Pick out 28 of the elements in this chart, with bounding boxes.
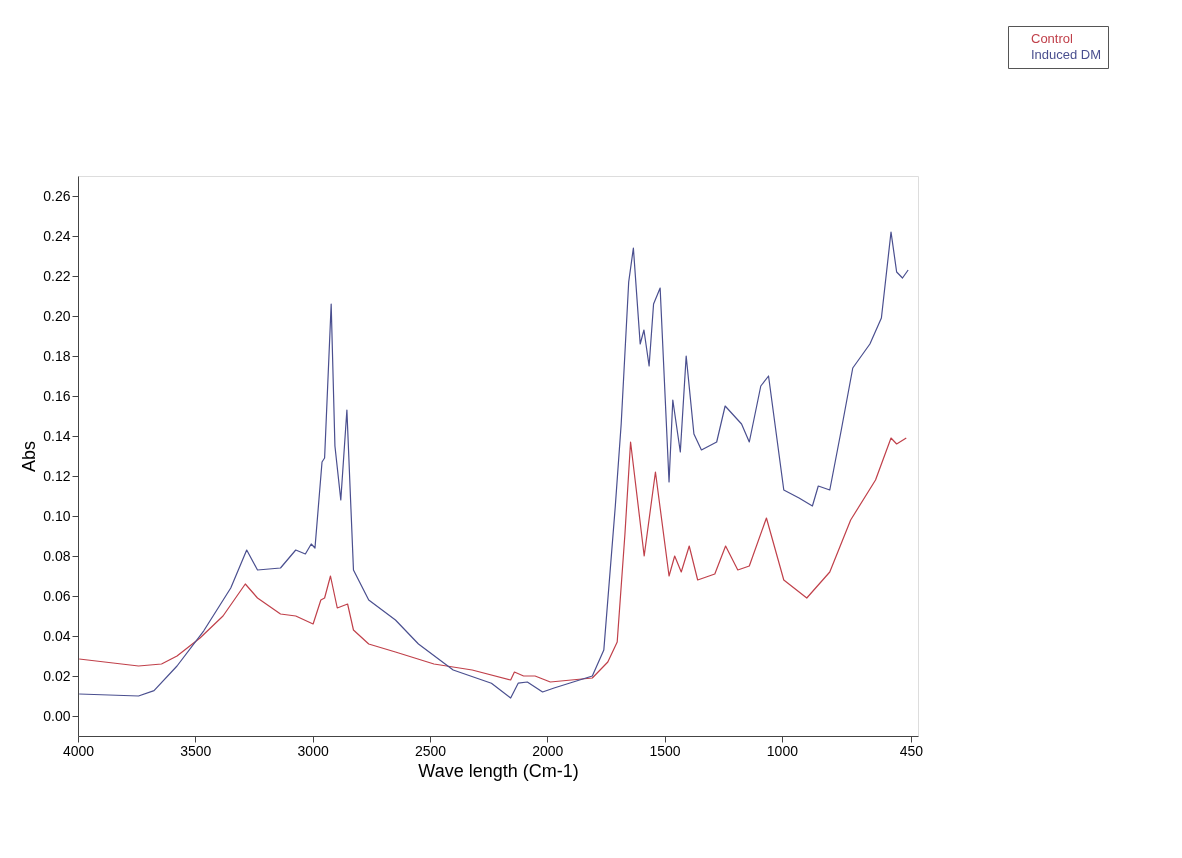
x-tick-label: 2000 [532,742,564,759]
x-tick-label: 2500 [414,742,447,759]
y-tick-label: 0.10 [43,507,71,524]
y-tick-label: 0.20 [43,307,71,324]
x-tick-label: 4000 [62,742,95,759]
x-tick-label: 450 [899,742,924,759]
y-tick-label: 0.06 [43,587,71,604]
y-tick-label: 0.18 [43,347,71,364]
y-tick-label: 0.22 [43,267,71,284]
x-axis-title: Wave length (Cm-1) [418,760,579,781]
x-tick-label: 3000 [297,742,329,759]
y-tick-label: 0.14 [43,427,71,444]
x-tick-label: 3500 [180,742,212,759]
y-tick-label: 0.16 [43,387,71,404]
y-tick-label: 0.08 [43,547,71,564]
x-tick-label: 1500 [649,742,681,759]
y-axis-title: Abs [19,440,40,473]
y-tick-label: 0.02 [43,667,71,684]
line-series [78,231,909,699]
line-series [78,437,907,683]
x-tick-label: 1000 [766,742,799,759]
y-tick-label: 0.26 [43,187,71,204]
text: Control [1031,30,1074,46]
y-tick-label: 0.00 [43,707,71,724]
y-tick-label: 0.24 [43,227,71,244]
y-tick-label: 0.12 [43,467,71,484]
text: Induced DM [1031,46,1102,62]
y-tick-label: 0.04 [43,627,71,644]
